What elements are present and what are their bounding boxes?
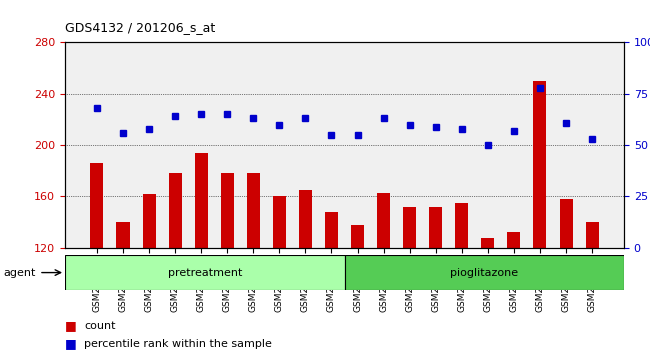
Bar — [586, 222, 599, 248]
Text: agent: agent — [3, 268, 36, 278]
Bar — [508, 232, 521, 248]
Bar — [247, 173, 260, 248]
Text: percentile rank within the sample: percentile rank within the sample — [84, 339, 272, 349]
Text: GDS4132 / 201206_s_at: GDS4132 / 201206_s_at — [65, 21, 215, 34]
Text: ■: ■ — [65, 337, 77, 350]
Bar — [273, 196, 286, 248]
Bar — [455, 203, 468, 248]
Bar — [377, 193, 390, 248]
Bar — [90, 163, 103, 248]
Bar — [299, 190, 312, 248]
Bar — [560, 199, 573, 248]
Text: pioglitazone: pioglitazone — [450, 268, 518, 278]
Bar — [534, 81, 547, 248]
Text: count: count — [84, 321, 116, 331]
Bar — [481, 238, 495, 248]
Bar — [221, 173, 234, 248]
Bar — [142, 194, 155, 248]
FancyBboxPatch shape — [65, 255, 345, 290]
Bar — [403, 207, 416, 248]
Bar — [194, 153, 208, 248]
Text: ■: ■ — [65, 319, 77, 332]
Bar — [116, 222, 129, 248]
Bar — [325, 212, 338, 248]
FancyBboxPatch shape — [344, 255, 624, 290]
Bar — [429, 207, 442, 248]
Bar — [168, 173, 181, 248]
Text: pretreatment: pretreatment — [168, 268, 242, 278]
Bar — [351, 225, 364, 248]
